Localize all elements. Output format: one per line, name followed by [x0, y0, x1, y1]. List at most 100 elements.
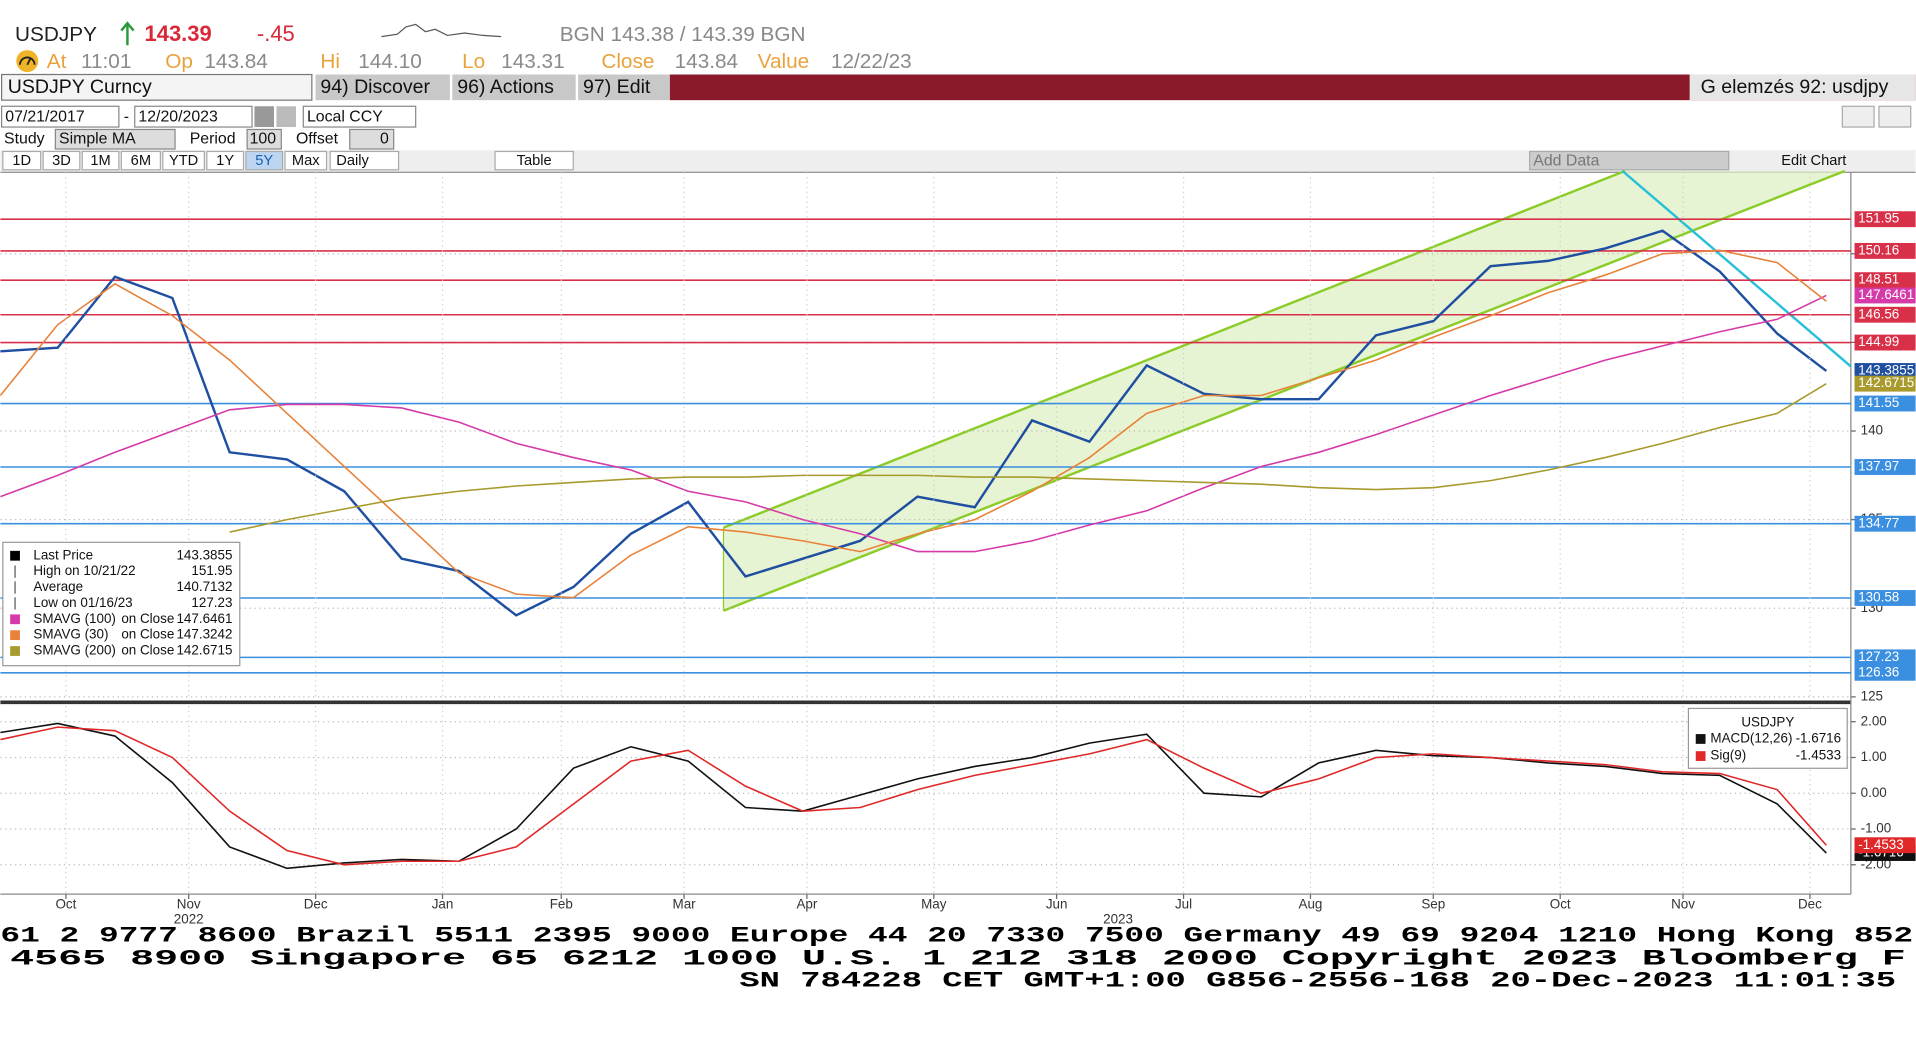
axis-tag-label: 141.55 — [1858, 395, 1899, 410]
period: 100 — [250, 130, 277, 147]
y-tick-label: 140 — [1861, 423, 1883, 438]
trend-line — [1621, 170, 1852, 368]
field-value: 143.84 — [204, 50, 267, 73]
x-tick-label: Nov — [177, 897, 201, 912]
footer-line: 61 2 9777 8600 Brazil 5511 2395 9000 Eur… — [0, 923, 1913, 948]
axis-tag — [1854, 837, 1916, 854]
field-label: At — [47, 50, 67, 73]
legend-value: 147.3242 — [176, 627, 232, 642]
study-box[interactable] — [54, 128, 176, 150]
axis-tag — [1854, 287, 1916, 304]
menu-button[interactable] — [578, 74, 670, 101]
legend-swatch — [1695, 751, 1706, 761]
x-tick-label: Dec — [304, 897, 328, 912]
prev-button[interactable] — [254, 106, 274, 128]
range-button[interactable] — [206, 150, 245, 171]
last-price: 143.39 — [145, 21, 212, 46]
period-label: Period — [190, 130, 236, 147]
offset-box[interactable] — [349, 128, 395, 150]
offset: 0 — [380, 130, 389, 147]
legend-name: High on 10/21/22 — [33, 563, 135, 578]
range-bar — [0, 150, 1916, 172]
series-line — [229, 382, 1827, 533]
next-button[interactable] — [276, 106, 296, 128]
range-label: 5Y — [255, 153, 273, 169]
axis-tag-label: 150.16 — [1858, 242, 1899, 257]
y-tick-label: 125 — [1861, 688, 1883, 703]
y-tick-label: 0.00 — [1861, 785, 1887, 800]
x-tick-label: Dec — [1798, 897, 1822, 912]
year-label: 2022 — [174, 911, 204, 926]
macd-legend-title: USDJPY — [1741, 715, 1794, 730]
gauge-icon — [16, 50, 39, 73]
dash: - — [124, 108, 129, 125]
field-value: 143.31 — [501, 50, 564, 73]
table-button[interactable] — [494, 150, 574, 171]
edit-chart[interactable]: Edit Chart — [1781, 153, 1846, 169]
range-label: 1D — [12, 153, 31, 169]
range-button[interactable] — [120, 150, 162, 171]
field-label: Lo — [462, 50, 485, 73]
undo-button[interactable] — [1841, 105, 1875, 128]
series-line — [0, 229, 1828, 617]
axis-tag-label: 148.51 — [1858, 272, 1899, 287]
end-date-box[interactable] — [134, 105, 253, 128]
footer-line: SN 784228 CET GMT+1:00 G856-2556-168 20-… — [739, 969, 1896, 994]
range-label: 1M — [90, 153, 110, 169]
menu-button[interactable] — [452, 74, 576, 101]
field-value: 144.10 — [358, 50, 421, 73]
x-tick-label: May — [921, 897, 947, 912]
axis-tag — [1854, 363, 1916, 379]
frequency-button[interactable] — [329, 150, 400, 171]
axis-tag — [1854, 306, 1916, 323]
security: USDJPY Curncy — [8, 76, 152, 98]
legend-swatch — [10, 614, 20, 625]
series-line — [0, 294, 1827, 553]
range-button[interactable] — [245, 150, 284, 171]
legend-value: 127.23 — [191, 595, 232, 610]
legend-source: on Close — [121, 643, 174, 658]
plots: 125130135140145150151.95150.16148.51146.… — [0, 172, 1916, 926]
study: Simple MA — [59, 130, 136, 147]
security-box[interactable] — [1, 73, 313, 101]
range-button[interactable] — [42, 150, 81, 171]
add-data: Add Data — [1533, 152, 1599, 169]
range-button[interactable] — [162, 150, 205, 171]
range-button[interactable] — [284, 150, 328, 171]
command-box[interactable] — [1689, 74, 1916, 101]
x-tick-label: Jan — [432, 897, 454, 912]
menu-button[interactable] — [315, 74, 450, 101]
x-tick-label: Aug — [1299, 897, 1323, 912]
start-date-box[interactable] — [1, 105, 120, 128]
range-button[interactable] — [81, 150, 120, 171]
range-label: 3D — [52, 153, 71, 169]
axis-tag-label: 142.6715 — [1858, 375, 1914, 390]
study-label: Study — [4, 130, 45, 147]
ticker: USDJPY — [15, 23, 97, 46]
period-box[interactable] — [246, 128, 282, 150]
axis-tag — [1854, 649, 1916, 666]
menu-label: 96) Actions — [457, 76, 554, 98]
axis-tag-label: 143.3855 — [1858, 363, 1914, 378]
axis-tag — [1854, 375, 1916, 392]
series-line — [0, 722, 1827, 870]
legend-value: 142.6715 — [176, 643, 232, 658]
legend-box — [2, 541, 241, 667]
x-tick-label: Jul — [1175, 897, 1192, 912]
legend-swatch — [10, 550, 20, 561]
axis-tag-label: 130.58 — [1858, 590, 1899, 605]
x-tick-label: Mar — [673, 897, 697, 912]
range-button[interactable] — [2, 150, 42, 171]
axis-tag — [1854, 272, 1916, 289]
axis-tag — [1854, 395, 1916, 412]
axis-tag — [1854, 459, 1916, 475]
redo-button[interactable] — [1878, 105, 1912, 128]
add-data-box[interactable] — [1529, 150, 1730, 171]
field-label: Hi — [320, 50, 340, 73]
legend-name: Average — [33, 579, 83, 594]
range-label: 6M — [131, 153, 151, 169]
currency-box[interactable] — [302, 105, 417, 128]
series-line — [0, 726, 1827, 866]
axis-tag-label: 144.99 — [1858, 334, 1899, 349]
